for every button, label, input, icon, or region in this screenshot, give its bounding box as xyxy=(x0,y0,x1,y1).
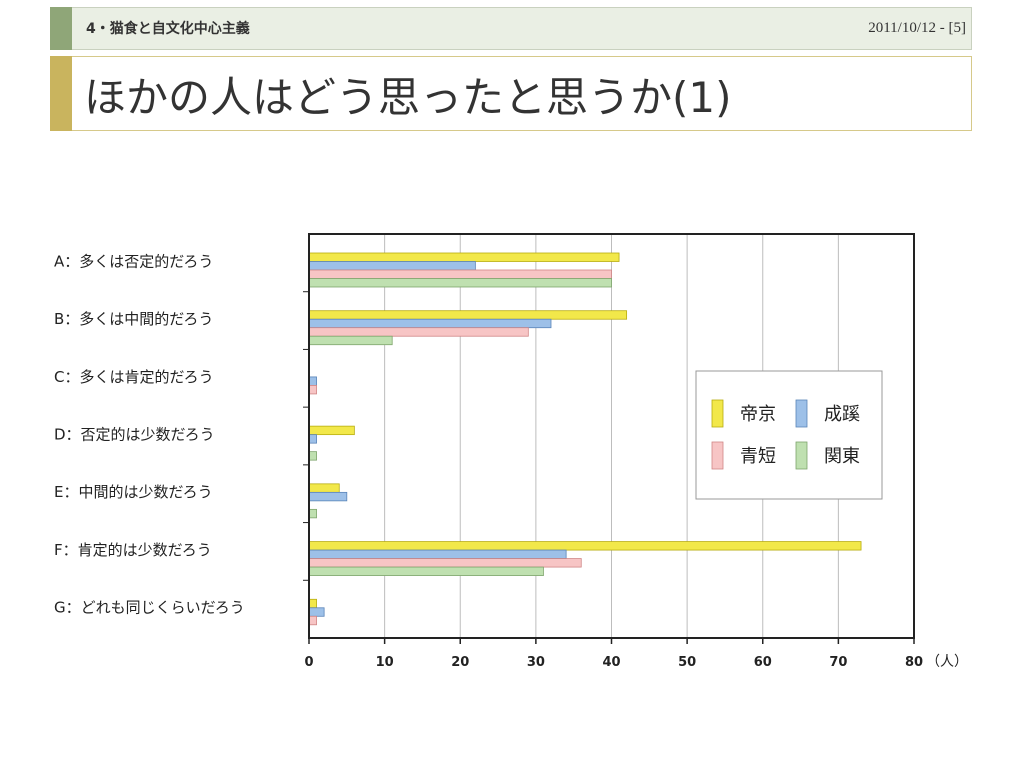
bar xyxy=(308,491,348,502)
bar xyxy=(308,261,476,271)
x-tick-label: 50 xyxy=(678,655,696,670)
legend-label: 成蹊 xyxy=(824,404,860,425)
x-tick-label: 80 xyxy=(905,655,923,670)
bar xyxy=(308,607,325,617)
bar xyxy=(308,549,567,559)
category-label: D：否定的は少数だろう xyxy=(54,426,215,444)
page-title: ほかの人はどう思ったと思うか(1) xyxy=(84,73,732,122)
legend-label: 帝京 xyxy=(740,404,776,425)
category-labels: A：多くは否定的だろう B：多くは中間的だろう C：多くは肯定的だろう D：否定的は少… xyxy=(54,252,245,616)
bar xyxy=(308,451,317,461)
x-tick-label: 20 xyxy=(451,655,469,670)
date-page-number: 2011/10/12 - [5] xyxy=(868,20,966,36)
x-tick-label: 40 xyxy=(602,655,620,670)
bar xyxy=(308,541,862,551)
x-tick-label: 30 xyxy=(527,655,545,670)
x-unit-label: （人） xyxy=(926,654,968,670)
bar xyxy=(308,615,317,626)
category-label: E：中間的は少数だろう xyxy=(54,483,213,501)
bar xyxy=(308,327,529,337)
category-label: B：多くは中間的だろう xyxy=(54,310,213,328)
header-accent xyxy=(50,7,72,50)
legend-swatch xyxy=(795,441,808,470)
bars xyxy=(308,252,862,626)
bar xyxy=(308,425,355,436)
category-label: G：どれも同じくらいだろう xyxy=(54,599,245,617)
bar xyxy=(308,318,552,329)
category-label: C：多くは肯定的だろう xyxy=(54,368,214,386)
bar xyxy=(308,508,317,519)
x-tick-label: 10 xyxy=(376,655,394,670)
legend-label: 青短 xyxy=(740,446,776,467)
bar xyxy=(308,566,544,576)
section-title: 4・猫食と自文化中心主義 xyxy=(86,21,250,37)
bar xyxy=(308,434,317,444)
category-label: F：肯定的は少数だろう xyxy=(54,541,212,559)
x-tick-label: 70 xyxy=(829,655,847,670)
title-accent xyxy=(50,56,72,131)
bar xyxy=(308,598,317,609)
bar xyxy=(308,310,628,320)
legend-box xyxy=(695,370,883,500)
x-tick-label: 0 xyxy=(304,655,313,670)
title-box xyxy=(50,56,972,131)
legend-label: 関東 xyxy=(824,446,860,467)
bar xyxy=(308,483,340,493)
legend-swatch xyxy=(711,441,724,470)
bar xyxy=(308,558,582,568)
category-label: A：多くは否定的だろう xyxy=(54,252,213,270)
header-bar xyxy=(50,7,972,50)
legend-swatch xyxy=(795,399,808,428)
bar xyxy=(308,252,620,262)
bar xyxy=(308,376,317,386)
bar xyxy=(308,385,317,395)
bar xyxy=(308,278,612,288)
x-tick-labels: 0 10 20 30 40 50 60 70 80 xyxy=(303,291,923,670)
legend-swatch xyxy=(711,399,724,428)
bar xyxy=(308,335,393,346)
x-tick-label: 60 xyxy=(754,655,772,670)
bar xyxy=(308,269,612,279)
